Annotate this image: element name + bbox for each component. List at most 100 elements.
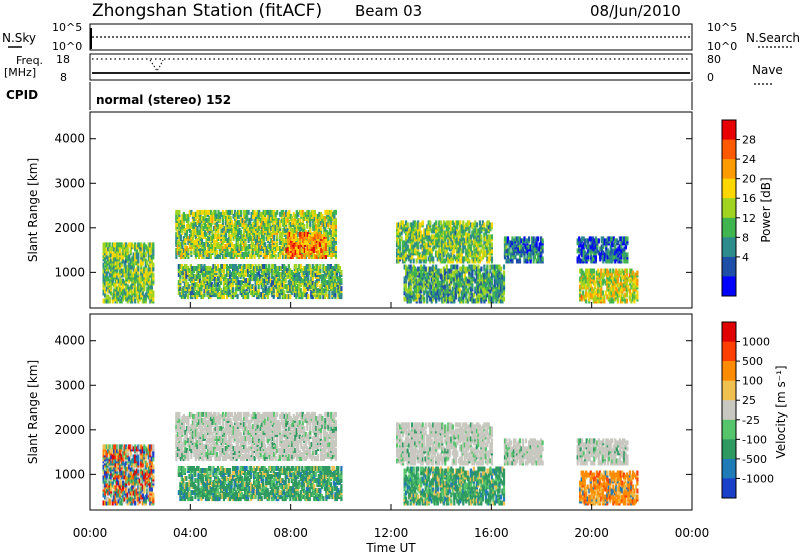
echo-cell — [253, 276, 256, 282]
echo-cell — [223, 236, 226, 241]
echo-cell — [326, 264, 329, 269]
echo-cell — [268, 227, 271, 233]
echo-cell — [490, 222, 493, 228]
echo-cell — [330, 223, 333, 229]
echo-cell — [135, 260, 138, 266]
echo-cell — [187, 223, 190, 229]
echo-cell — [303, 254, 306, 259]
nsearch-label: N.Search — [746, 31, 800, 45]
echo-cell — [269, 268, 272, 273]
echo-cell — [253, 227, 256, 233]
echo-cell — [104, 298, 107, 304]
echo-cell — [252, 248, 255, 253]
echo-cell — [241, 234, 244, 239]
echo-cell — [134, 278, 137, 284]
echo-cell — [177, 280, 180, 286]
echo-cell — [222, 272, 226, 277]
echo-cell — [257, 264, 260, 269]
echo-cell — [191, 244, 194, 249]
echo-cell — [189, 272, 192, 277]
echo-cell — [198, 278, 202, 284]
echo-cell — [129, 294, 132, 300]
echo-cell — [189, 294, 192, 300]
echo-cell — [202, 231, 205, 237]
echo-cell — [224, 215, 228, 221]
echo-cell — [274, 219, 277, 225]
echo-cell — [200, 254, 204, 259]
echo-cell — [232, 244, 235, 249]
echo-cell — [200, 215, 204, 221]
echo-cell — [319, 284, 322, 290]
echo-cell — [319, 294, 322, 300]
echo-cell — [340, 286, 343, 292]
echo-cell — [261, 225, 264, 231]
echo-cell — [241, 217, 244, 223]
echo-cell — [258, 231, 261, 237]
echo-cell — [285, 254, 288, 259]
echo-cell — [277, 278, 280, 284]
echo-cell — [120, 252, 123, 258]
echo-cell — [244, 250, 247, 255]
echo-cell — [248, 288, 251, 294]
echo-cell — [233, 264, 236, 269]
echo-cell — [218, 268, 221, 273]
echo-cell — [502, 296, 506, 302]
echo-cell — [191, 229, 194, 235]
echo-cell — [250, 270, 253, 275]
echo-cell — [123, 294, 126, 300]
echo-cell — [214, 209, 217, 215]
echo-cell — [114, 296, 117, 302]
echo-cell — [263, 264, 266, 269]
echo-cell — [289, 294, 292, 300]
echo-cell — [226, 219, 229, 225]
echo-cell — [208, 229, 211, 235]
echo-cell — [334, 270, 337, 275]
echo-cell — [229, 254, 232, 259]
echo-cell — [316, 217, 319, 223]
echo-cell — [317, 292, 320, 298]
echo-cell — [185, 290, 188, 296]
echo-cell — [234, 248, 237, 253]
echo-cell — [297, 240, 300, 245]
echo-cell — [245, 294, 248, 300]
echo-cell — [113, 288, 116, 294]
echo-cell — [143, 282, 146, 288]
echo-cell — [186, 294, 189, 300]
echo-cell — [335, 264, 338, 269]
echo-cell — [202, 242, 205, 247]
echo-cell — [397, 254, 400, 260]
echo-cell — [217, 227, 220, 233]
echo-cell — [102, 272, 105, 278]
echo-cell — [105, 264, 108, 270]
echo-cell — [150, 294, 153, 300]
echo-cell — [212, 209, 216, 215]
echo-cell — [334, 282, 337, 288]
echo-cell — [146, 260, 149, 266]
echo-cell — [251, 264, 254, 269]
echo-cell — [214, 246, 217, 251]
echo-cell — [114, 292, 117, 298]
echo-cell — [324, 219, 327, 225]
echo-cell — [284, 266, 287, 271]
echo-cell — [244, 242, 247, 247]
echo-cell — [111, 242, 114, 248]
echo-cell — [131, 256, 134, 262]
echo-cell — [212, 234, 216, 239]
echo-cell — [468, 258, 471, 264]
echo-cell — [274, 246, 277, 251]
echo-cell — [396, 258, 399, 264]
echo-cell — [235, 215, 238, 221]
echo-cell — [322, 264, 325, 269]
echo-cell — [147, 256, 150, 262]
echo-cell — [311, 270, 314, 275]
echo-cell — [237, 213, 240, 219]
echo-cell — [257, 284, 260, 290]
echo-cell — [300, 231, 303, 237]
echo-cell — [291, 227, 294, 233]
echo-cell — [247, 217, 250, 223]
echo-cell — [271, 272, 274, 277]
echo-cell — [183, 270, 186, 275]
echo-cell — [110, 272, 113, 278]
echo-cell — [113, 268, 116, 274]
echo-cell — [185, 264, 188, 269]
